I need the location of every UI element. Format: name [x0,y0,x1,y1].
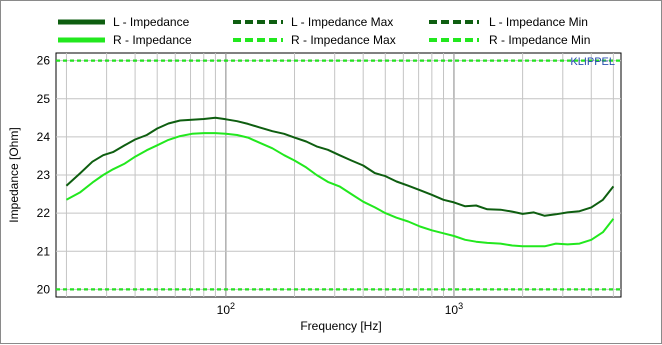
legend: L - Impedance L - Impedance Max L - Impe… [58,15,590,47]
y-tick-label: 25 [37,92,51,106]
series-l-curve [65,116,615,217]
x-tick-label: 103 [445,301,463,317]
brand-label: KLIPPEL [570,56,615,68]
legend-label-l-impedance: L - Impedance [113,15,190,29]
y-tick-label: 22 [37,206,51,220]
series-r-curve [65,132,615,248]
legend-label-r-impedance-max: R - Impedance Max [291,33,396,47]
x-tick-label: 102 [217,301,235,317]
y-tick-label: 23 [37,168,51,182]
y-tick-label: 24 [37,130,51,144]
series-lines [65,116,615,248]
reference-lines [56,59,621,291]
y-axis-label: Impedance [Ohm] [7,127,21,222]
legend-label-r-impedance: R - Impedance [113,33,192,47]
x-axis-ticks: 102 103 [217,301,463,317]
legend-label-r-impedance-min: R - Impedance Min [489,33,590,47]
y-tick-label: 21 [37,244,51,258]
y-tick-label: 26 [37,54,51,68]
y-axis-ticks: 20 21 22 23 24 25 26 [37,54,51,297]
legend-label-l-impedance-max: L - Impedance Max [291,15,393,29]
y-tick-label: 20 [37,282,51,296]
legend-label-l-impedance-min: L - Impedance Min [489,15,588,29]
x-axis-label: Frequency [Hz] [300,319,381,333]
